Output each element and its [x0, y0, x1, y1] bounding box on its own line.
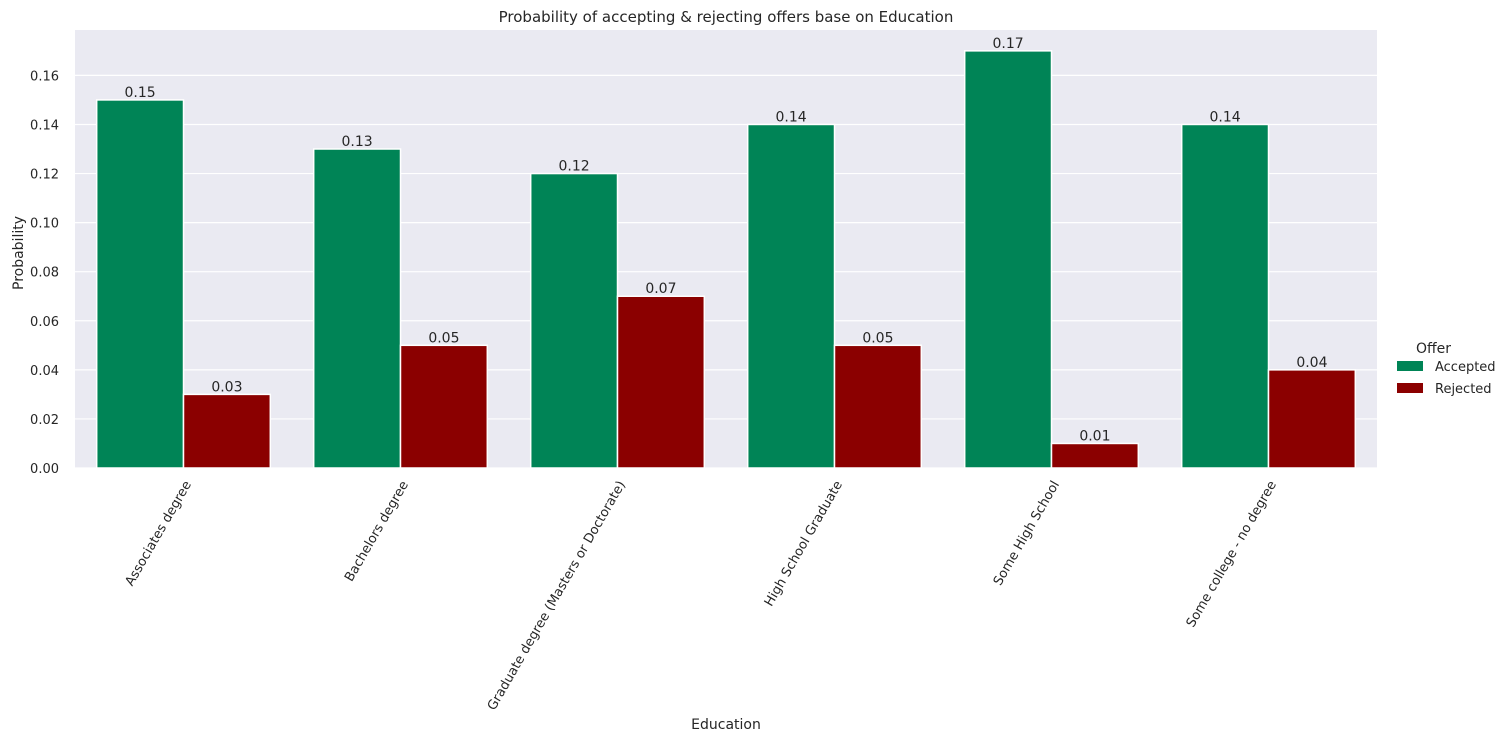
legend-label-rejected: Rejected [1435, 382, 1492, 397]
y-tick-label: 0.08 [30, 266, 59, 281]
legend-swatch-accepted [1397, 361, 1423, 371]
plot-area [75, 30, 1377, 468]
y-tick-label: 0.00 [30, 462, 59, 477]
bar-rejected-2 [616, 295, 706, 469]
bar-value-label: 0.01 [1079, 428, 1110, 444]
bar-accepted-5 [1180, 123, 1270, 469]
y-tick-label: 0.16 [30, 69, 59, 84]
y-tick-label: 0.02 [30, 413, 59, 428]
bar-value-label: 0.14 [776, 109, 807, 125]
bar-accepted-2 [529, 172, 619, 469]
legend-swatch-rejected [1397, 383, 1423, 393]
x-tick-label: Graduate degree (Masters or Doctorate) [485, 479, 629, 714]
bar-rejected-4 [1050, 442, 1140, 469]
y-ticks: 0.00 0.02 0.04 0.06 0.08 0.10 0.12 0.14 0.16 [30, 69, 59, 477]
bar-accepted-0 [95, 99, 185, 469]
bar-value-label: 0.04 [1296, 355, 1327, 371]
x-axis-label: Education [691, 717, 761, 733]
bar-value-label: 0.07 [645, 281, 676, 297]
y-tick-label: 0.10 [30, 217, 59, 232]
bar-rejected-0 [182, 393, 272, 469]
y-axis-label: Probability [11, 216, 27, 290]
y-tick-label: 0.14 [30, 118, 59, 133]
bar-rejected-1 [399, 344, 489, 469]
x-tick-label: Some college - no degree [1184, 479, 1280, 631]
bar-value-label: 0.05 [862, 330, 893, 346]
x-tick-label: Bachelors degree [342, 479, 412, 585]
bar-value-label: 0.13 [342, 134, 373, 150]
legend-title: Offer [1416, 341, 1451, 357]
chart-title: Probability of accepting & rejecting off… [499, 8, 954, 26]
x-tick-label: Associates degree [123, 479, 195, 589]
x-tick-label: High School Graduate [762, 479, 846, 610]
y-tick-label: 0.04 [30, 364, 59, 379]
bars [95, 50, 1357, 469]
legend-label-accepted: Accepted [1435, 360, 1496, 375]
bar-labels: 0.15 0.03 0.13 0.05 0.12 0.07 0.14 0.05 0.17 0.01… [125, 36, 1328, 445]
bar-value-label: 0.17 [993, 36, 1024, 52]
bar-rejected-3 [833, 344, 923, 469]
bar-value-label: 0.14 [1210, 109, 1241, 125]
y-tick-label: 0.12 [30, 168, 59, 183]
bar-rejected-5 [1267, 369, 1357, 469]
gridlines [75, 74, 1377, 469]
legend: Offer Accepted Rejected [1397, 341, 1496, 397]
bar-value-label: 0.05 [428, 330, 459, 346]
x-tick-label: Some High School [991, 479, 1063, 589]
bar-value-label: 0.12 [559, 159, 590, 175]
x-ticks: Associates degree Bachelors degree Graduat… [123, 479, 1280, 714]
bar-accepted-1 [312, 148, 402, 469]
bar-accepted-4 [963, 50, 1053, 469]
bar-accepted-3 [746, 123, 836, 469]
y-tick-label: 0.06 [30, 315, 59, 330]
bar-value-label: 0.15 [125, 85, 156, 101]
bar-value-label: 0.03 [211, 379, 242, 395]
